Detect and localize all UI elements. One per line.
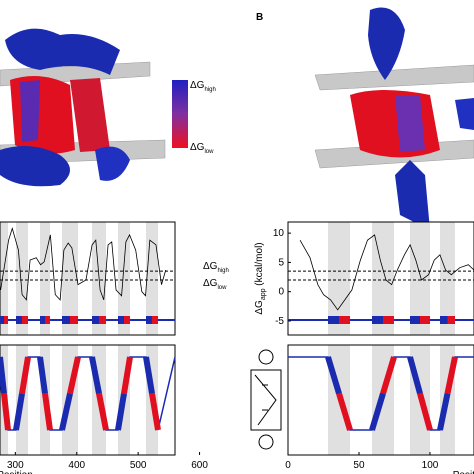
helix-red xyxy=(149,393,161,431)
helix-blue xyxy=(13,393,25,431)
strip-seg xyxy=(372,316,383,324)
helix-red xyxy=(380,356,397,395)
shade-band xyxy=(328,222,350,335)
x-axis-label: Position xyxy=(0,470,33,474)
threshold-label-high: ΔGhigh xyxy=(203,261,229,274)
label-sub: low xyxy=(217,285,227,291)
shade-band xyxy=(0,222,8,335)
strip-seg xyxy=(0,316,4,324)
strip-seg xyxy=(4,316,8,324)
shade-band xyxy=(440,222,455,335)
helix-red xyxy=(444,356,458,395)
x-tick-label: 500 xyxy=(130,460,147,471)
strip-seg xyxy=(16,316,22,324)
helix-blue xyxy=(89,356,102,395)
label-sub: app xyxy=(260,288,267,300)
helix-red xyxy=(19,356,31,394)
helix-blue xyxy=(115,393,127,431)
shade-band xyxy=(62,222,78,335)
helix-blue xyxy=(143,356,155,394)
x-tick-label: 0 xyxy=(285,460,291,471)
strip-seg xyxy=(124,316,130,324)
shade-band xyxy=(410,222,430,335)
x-tick-label: 600 xyxy=(191,460,208,471)
label-main: ΔG xyxy=(254,300,265,315)
dg-curve xyxy=(299,234,474,311)
strip-seg xyxy=(420,316,430,324)
strip-seg xyxy=(22,316,28,324)
x-axis-label: Positi xyxy=(453,470,474,474)
label-rest: (kcal/mol) xyxy=(254,242,265,288)
colorbar xyxy=(172,80,188,148)
strip-seg xyxy=(62,316,70,324)
strip-seg xyxy=(447,316,455,324)
strip-seg xyxy=(383,316,394,324)
x-tick-label: 100 xyxy=(422,460,439,471)
label-main: ΔG xyxy=(203,261,218,272)
helix-red xyxy=(1,393,11,431)
strip-seg xyxy=(410,316,420,324)
y-axis-label: ΔGapp (kcal/mol) xyxy=(254,242,267,314)
y-tick-label: 0 xyxy=(278,287,284,298)
x-tick-label: 50 xyxy=(353,460,365,471)
label-sub: high xyxy=(217,268,228,274)
colorbar-high: ΔGhigh xyxy=(190,80,216,93)
helix-blue xyxy=(407,356,423,395)
plot-frame xyxy=(287,344,474,456)
helix-blue xyxy=(37,356,48,394)
y-tick-label: 5 xyxy=(278,257,284,268)
strip-seg xyxy=(440,316,448,324)
strip-seg xyxy=(70,316,78,324)
helix-red xyxy=(67,356,81,395)
helix-blue xyxy=(0,356,7,394)
strip-seg xyxy=(45,316,50,324)
label-main: ΔG xyxy=(203,278,218,289)
plot-frame xyxy=(0,344,176,456)
strip-seg xyxy=(152,316,158,324)
strip-seg xyxy=(92,316,99,324)
helix-blue xyxy=(437,392,451,431)
y-tick-label: 10 xyxy=(273,228,285,239)
plot-frame xyxy=(0,221,176,336)
strip-seg xyxy=(146,316,152,324)
helix-blue xyxy=(369,392,386,431)
plots: 300400500600PositionΔGhighΔGlow050100Pos… xyxy=(0,221,474,474)
panel-label: B xyxy=(256,12,263,23)
helix-red xyxy=(96,392,109,431)
helix-red xyxy=(42,393,53,431)
strip-seg xyxy=(328,316,339,324)
helix-red xyxy=(336,392,353,431)
helix-red xyxy=(121,356,133,394)
shade-band xyxy=(372,222,394,335)
protein-left xyxy=(0,28,166,187)
strip-seg xyxy=(118,316,124,324)
strip-seg xyxy=(99,316,106,324)
strip-seg xyxy=(339,316,350,324)
dg-curve xyxy=(0,227,167,301)
helix-blue xyxy=(59,392,73,431)
shade-band xyxy=(118,222,130,335)
protein-right xyxy=(314,7,474,230)
schematic xyxy=(250,349,282,450)
plot-frame xyxy=(287,221,474,336)
shade-band xyxy=(16,222,28,335)
x-tick-label: 400 xyxy=(68,460,85,471)
shade-band xyxy=(40,222,50,335)
strip-seg xyxy=(40,316,45,324)
y-tick-label: -5 xyxy=(275,316,284,327)
helix-red xyxy=(417,392,433,431)
threshold-label-low: ΔGlow xyxy=(203,278,227,291)
helix-blue xyxy=(325,356,342,395)
x-tick-label: 300 xyxy=(7,460,24,471)
colorbar-low: ΔGlow xyxy=(190,142,214,155)
